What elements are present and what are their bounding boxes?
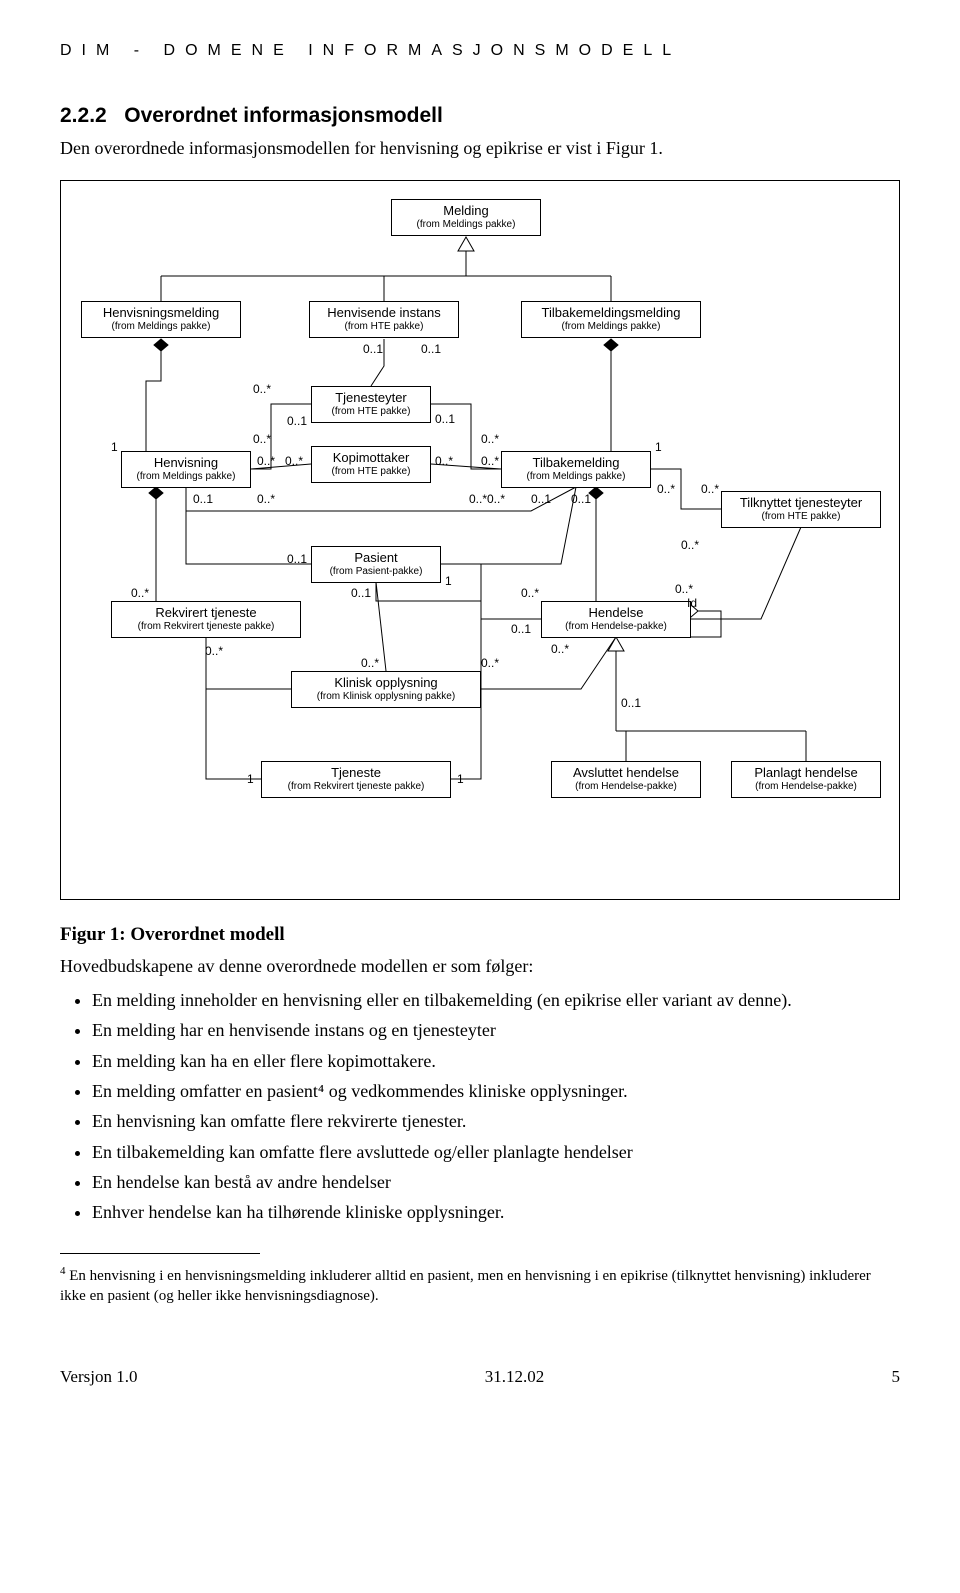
uml-node-melding: Melding(from Meldings pakke) bbox=[391, 199, 541, 235]
uml-multiplicity: 0..* bbox=[657, 481, 675, 497]
uml-node-kopimottaker: Kopimottaker(from HTE pakke) bbox=[311, 446, 431, 482]
uml-multiplicity: 0..* bbox=[205, 643, 223, 659]
uml-multiplicity: 0..* bbox=[681, 537, 699, 553]
uml-multiplicity: 0..* bbox=[701, 481, 719, 497]
uml-multiplicity: 0..* bbox=[131, 585, 149, 601]
uml-multiplicity: 0..* bbox=[257, 453, 275, 469]
footnote-num: 4 bbox=[60, 1265, 66, 1277]
uml-multiplicity: 1 bbox=[247, 771, 254, 787]
bullet-item: En melding har en henvisende instans og … bbox=[92, 1018, 900, 1042]
footnote-text: En henvisning i en henvisningsmelding in… bbox=[60, 1268, 871, 1304]
uml-multiplicity: 0..* bbox=[257, 491, 275, 507]
uml-node-tilbakemelding: Tilbakemelding(from Meldings pakke) bbox=[501, 451, 651, 487]
uml-node-henvisning: Henvisning(from Meldings pakke) bbox=[121, 451, 251, 487]
uml-node-klinisk: Klinisk opplysning(from Klinisk opplysni… bbox=[291, 671, 481, 707]
uml-multiplicity: 0..* bbox=[487, 491, 505, 507]
uml-multiplicity: 0..1 bbox=[435, 411, 455, 427]
uml-multiplicity: 0..* bbox=[481, 655, 499, 671]
section-title: Overordnet informasjonsmodell bbox=[124, 104, 443, 127]
uml-node-tilknyttet: Tilknyttet tjenesteyter(from HTE pakke) bbox=[721, 491, 881, 527]
uml-multiplicity: 0..1 bbox=[531, 491, 551, 507]
uml-node-rekvtjen: Rekvirert tjeneste(from Rekvirert tjenes… bbox=[111, 601, 301, 637]
uml-node-henvmeld: Henvisningsmelding(from Meldings pakke) bbox=[81, 301, 241, 337]
uml-multiplicity: 0..1 bbox=[363, 341, 383, 357]
page-footer: Versjon 1.0 31.12.02 5 bbox=[60, 1366, 900, 1389]
bullet-item: En melding omfatter en pasient⁴ og vedko… bbox=[92, 1079, 900, 1103]
body-intro: Hovedbudskapene av denne overordnede mod… bbox=[60, 954, 900, 978]
bullet-item: En melding inneholder en henvisning elle… bbox=[92, 988, 900, 1012]
bullet-list: En melding inneholder en henvisning elle… bbox=[60, 988, 900, 1224]
uml-multiplicity: 0..1 bbox=[571, 491, 591, 507]
uml-node-henvinst: Henvisende instans(from HTE pakke) bbox=[309, 301, 459, 337]
uml-multiplicity: 0..* bbox=[253, 431, 271, 447]
section-number: 2.2.2 bbox=[60, 104, 107, 127]
bullet-item: En tilbakemelding kan omfatte flere avsl… bbox=[92, 1140, 900, 1164]
uml-multiplicity: 1 bbox=[111, 439, 118, 455]
uml-multiplicity: 0..1 bbox=[621, 695, 641, 711]
uml-multiplicity: 0..* bbox=[481, 431, 499, 447]
uml-multiplicity: Id bbox=[687, 595, 697, 611]
uml-multiplicity: 0..1 bbox=[287, 551, 307, 567]
bullet-item: En hendelse kan bestå av andre hendelser bbox=[92, 1170, 900, 1194]
footer-pagenum: 5 bbox=[891, 1366, 900, 1389]
uml-multiplicity: 0..* bbox=[285, 453, 303, 469]
footer-version: Versjon 1.0 bbox=[60, 1366, 137, 1389]
uml-node-tjenesteyter: Tjenesteyter(from HTE pakke) bbox=[311, 386, 431, 422]
bullet-item: Enhver hendelse kan ha tilhørende klinis… bbox=[92, 1200, 900, 1224]
uml-multiplicity: 0..1 bbox=[421, 341, 441, 357]
uml-multiplicity: 0..* bbox=[361, 655, 379, 671]
uml-multiplicity: 1 bbox=[445, 573, 452, 589]
uml-multiplicity: 0..* bbox=[481, 453, 499, 469]
uml-multiplicity: 0..1 bbox=[351, 585, 371, 601]
uml-multiplicity: 0..* bbox=[435, 453, 453, 469]
uml-node-avsluttet: Avsluttet hendelse(from Hendelse-pakke) bbox=[551, 761, 701, 797]
uml-multiplicity: 0..* bbox=[469, 491, 487, 507]
doc-header: DIM - DOMENE INFORMASJONSMODELL bbox=[60, 40, 900, 62]
footnote-rule bbox=[60, 1253, 260, 1254]
footer-date: 31.12.02 bbox=[485, 1366, 545, 1389]
footnote: 4 En henvisning i en henvisningsmelding … bbox=[60, 1264, 900, 1307]
uml-multiplicity: 0..1 bbox=[511, 621, 531, 637]
uml-multiplicity: 0..* bbox=[551, 641, 569, 657]
uml-node-planlagt: Planlagt hendelse(from Hendelse-pakke) bbox=[731, 761, 881, 797]
uml-multiplicity: 0..* bbox=[521, 585, 539, 601]
uml-multiplicity: 0..1 bbox=[287, 413, 307, 429]
uml-multiplicity: 1 bbox=[655, 439, 662, 455]
uml-multiplicity: 1 bbox=[457, 771, 464, 787]
figure-caption: Figur 1: Overordnet modell bbox=[60, 922, 900, 948]
uml-multiplicity: 0..1 bbox=[193, 491, 213, 507]
uml-diagram: Melding(from Meldings pakke) Henvisningsm… bbox=[60, 180, 900, 900]
uml-node-tjeneste: Tjeneste(from Rekvirert tjeneste pakke) bbox=[261, 761, 451, 797]
uml-node-tilbmeld: Tilbakemeldingsmelding(from Meldings pak… bbox=[521, 301, 701, 337]
uml-multiplicity: 0..* bbox=[253, 381, 271, 397]
bullet-item: En melding kan ha en eller flere kopimot… bbox=[92, 1049, 900, 1073]
uml-node-pasient: Pasient(from Pasient-pakke) bbox=[311, 546, 441, 582]
section-lead: Den overordnede informasjonsmodellen for… bbox=[60, 136, 900, 160]
section-heading: 2.2.2 Overordnet informasjonsmodell bbox=[60, 102, 900, 130]
bullet-item: En henvisning kan omfatte flere rekvirer… bbox=[92, 1109, 900, 1133]
uml-node-hendelse: Hendelse(from Hendelse-pakke) bbox=[541, 601, 691, 637]
